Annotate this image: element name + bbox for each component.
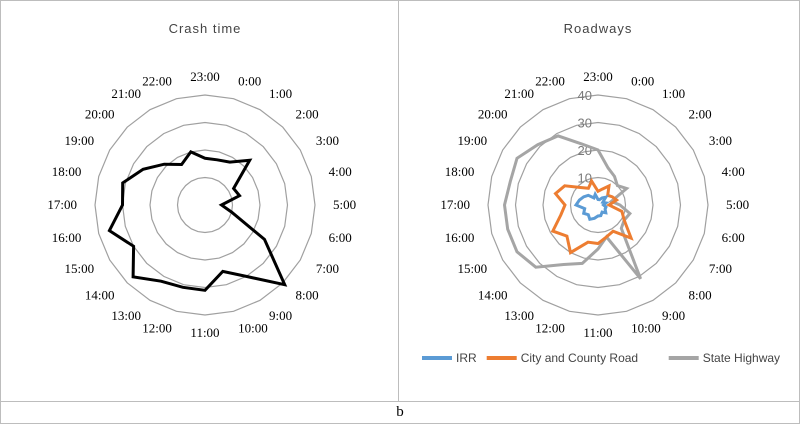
- hour-label: 2:00: [296, 107, 319, 122]
- grid-ring: [121, 121, 289, 289]
- hour-label: 11:00: [190, 325, 219, 340]
- series-line: [573, 190, 610, 222]
- radial-tick-label: 10: [578, 171, 592, 186]
- hour-label: 1:00: [662, 86, 685, 101]
- hour-label: 0:00: [238, 73, 261, 88]
- grid-ring: [514, 121, 682, 289]
- crash-time-panel: Crash time 0:00 1:00 2:00 3:00 4:00 5:00 6:00 7:…: [0, 0, 398, 401]
- hour-label: 10:00: [238, 321, 268, 336]
- hour-label: 15:00: [457, 261, 487, 276]
- crash-time-radar-chart: Crash time 0:00 1:00 2:00 3:00 4:00 5:00 6:00 7:…: [47, 21, 356, 340]
- grid-ring: [569, 176, 627, 234]
- caption-divider: [0, 401, 800, 402]
- hour-label: 23:00: [583, 69, 613, 84]
- grid-ring: [176, 176, 234, 234]
- grid-ring: [149, 149, 261, 261]
- hour-label: 7:00: [316, 261, 339, 276]
- hour-label: 9:00: [662, 308, 685, 323]
- hour-label: 1:00: [269, 86, 292, 101]
- hour-label: 8:00: [296, 288, 319, 303]
- legend-label: IRR: [456, 351, 477, 365]
- chart-title: Crash time: [169, 21, 242, 36]
- hour-label: 16:00: [445, 230, 475, 245]
- hour-label: 0:00: [631, 73, 654, 88]
- hour-label: 17:00: [440, 197, 470, 212]
- hour-label: 20:00: [478, 107, 508, 122]
- hour-label: 5:00: [333, 197, 356, 212]
- hour-label: 11:00: [583, 325, 612, 340]
- grid-ring: [94, 94, 316, 316]
- hour-label: 6:00: [722, 230, 745, 245]
- series-line: [502, 134, 643, 280]
- hour-label: 15:00: [64, 261, 94, 276]
- hour-label: 4:00: [329, 164, 352, 179]
- hour-label: 23:00: [190, 69, 220, 84]
- panel-divider: [398, 0, 399, 401]
- hour-label: 21:00: [111, 86, 141, 101]
- hour-label: 22:00: [535, 73, 565, 88]
- hour-label: 14:00: [478, 288, 508, 303]
- legend-label: State Highway: [703, 351, 780, 365]
- hour-label: 13:00: [504, 308, 534, 323]
- hour-label: 12:00: [142, 321, 172, 336]
- hour-label: 6:00: [329, 230, 352, 245]
- hour-label: 20:00: [85, 107, 115, 122]
- roadways-panel: Roadways 0:00 1:00 2:00 3:00 4:00 5:00 6:00 7:00…: [400, 0, 798, 401]
- hour-label: 12:00: [535, 321, 565, 336]
- hour-label: 2:00: [689, 107, 712, 122]
- hour-label: 21:00: [504, 86, 534, 101]
- hour-label: 19:00: [64, 133, 94, 148]
- hour-label: 8:00: [689, 288, 712, 303]
- chart-title: Roadways: [564, 21, 633, 36]
- hour-label: 4:00: [722, 164, 745, 179]
- hour-label: 3:00: [709, 133, 732, 148]
- hour-label: 17:00: [47, 197, 77, 212]
- series-line: [107, 150, 288, 292]
- hour-label: 18:00: [52, 164, 82, 179]
- hour-label: 9:00: [269, 308, 292, 323]
- hour-label: 5:00: [726, 197, 749, 212]
- series-line: [550, 177, 634, 255]
- hour-label: 16:00: [52, 230, 82, 245]
- legend-label: City and County Road: [521, 351, 638, 365]
- hour-label: 3:00: [316, 133, 339, 148]
- hour-label: 19:00: [457, 133, 487, 148]
- radial-tick-label: 40: [578, 88, 592, 103]
- grid-ring: [542, 149, 654, 261]
- hour-label: 14:00: [85, 288, 115, 303]
- hour-label: 18:00: [445, 164, 475, 179]
- hour-label: 22:00: [142, 73, 172, 88]
- grid-ring: [487, 94, 709, 316]
- roadways-radar-chart: Roadways 0:00 1:00 2:00 3:00 4:00 5:00 6:00 7:00…: [422, 21, 780, 365]
- hour-label: 13:00: [111, 308, 141, 323]
- hour-label: 7:00: [709, 261, 732, 276]
- figure-caption: b: [396, 404, 404, 420]
- hour-label: 10:00: [631, 321, 661, 336]
- radial-tick-label: 30: [578, 116, 592, 131]
